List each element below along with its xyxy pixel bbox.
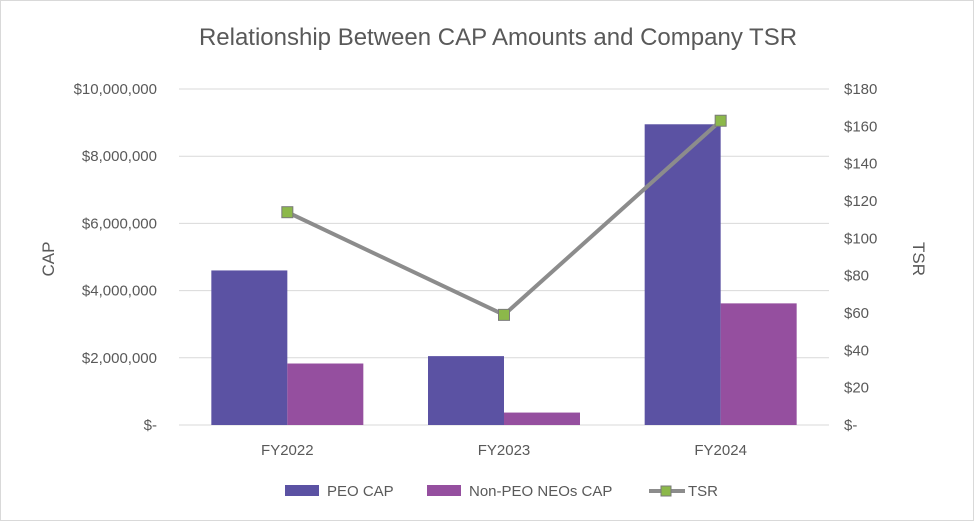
right-axis-tick-label: $40 bbox=[844, 342, 869, 359]
tsr-line-layer bbox=[281, 114, 727, 321]
bar-peo-cap-fy2022 bbox=[211, 270, 288, 425]
left-axis-tick-label: $2,000,000 bbox=[82, 350, 157, 367]
legend-swatch-non-peo-neos-cap bbox=[427, 485, 461, 496]
x-tick-label: FY2024 bbox=[694, 442, 747, 459]
x-tick-label: FY2023 bbox=[478, 442, 531, 459]
right-axis-tick-label: $60 bbox=[844, 305, 869, 322]
tsr-marker-fy2022 bbox=[281, 206, 294, 219]
left-axis-tick-label: $8,000,000 bbox=[82, 148, 157, 165]
bar-peo-cap-fy2024 bbox=[644, 124, 721, 425]
left-axis-ticks: $- $2,000,000 $4,000,000 $6,000,000 $8,000,0… bbox=[74, 81, 157, 434]
legend-label: TSR bbox=[688, 483, 718, 500]
x-axis-ticks: FY2022 FY2023 FY2024 bbox=[261, 442, 747, 459]
x-tick-label: FY2022 bbox=[261, 442, 314, 459]
right-axis-tick-label: $160 bbox=[844, 118, 877, 135]
left-axis-tick-label: $6,000,000 bbox=[82, 215, 157, 232]
right-axis-tick-label: $120 bbox=[844, 193, 877, 210]
chart-title: Relationship Between CAP Amounts and Com… bbox=[199, 24, 797, 51]
bar-non-peo-neos-cap-fy2023 bbox=[504, 412, 580, 425]
right-axis-tick-label: $80 bbox=[844, 268, 869, 285]
legend-label: PEO CAP bbox=[327, 483, 394, 500]
bar-non-peo-neos-cap-fy2022 bbox=[287, 363, 364, 425]
right-axis-tick-label: $20 bbox=[844, 380, 869, 397]
legend-swatch-tsr-marker bbox=[660, 485, 672, 497]
legend-swatch-peo-cap bbox=[285, 485, 319, 496]
tsr-marker-fy2024 bbox=[714, 114, 727, 127]
left-axis-tick-label: $- bbox=[144, 417, 157, 434]
right-axis-tick-label: $- bbox=[844, 417, 857, 434]
right-axis-ticks: $- $20 $40 $60 $80 $100 $120 $140 $160 $180 bbox=[844, 81, 877, 434]
left-axis-tick-label: $10,000,000 bbox=[74, 81, 157, 98]
bars bbox=[211, 124, 797, 425]
legend: PEO CAP Non-PEO NEOs CAP TSR bbox=[285, 483, 718, 500]
right-axis-tick-label: $180 bbox=[844, 81, 877, 98]
legend-label: Non-PEO NEOs CAP bbox=[469, 483, 612, 500]
bar-peo-cap-fy2023 bbox=[428, 356, 504, 425]
bar-non-peo-neos-cap-fy2024 bbox=[720, 303, 797, 425]
right-axis-tick-label: $100 bbox=[844, 230, 877, 247]
left-axis-tick-label: $4,000,000 bbox=[82, 283, 157, 300]
right-axis-tick-label: $140 bbox=[844, 156, 877, 173]
tsr-marker-fy2023 bbox=[498, 308, 510, 321]
right-axis-title: TSR bbox=[909, 242, 928, 276]
left-axis-title: CAP bbox=[39, 242, 58, 277]
